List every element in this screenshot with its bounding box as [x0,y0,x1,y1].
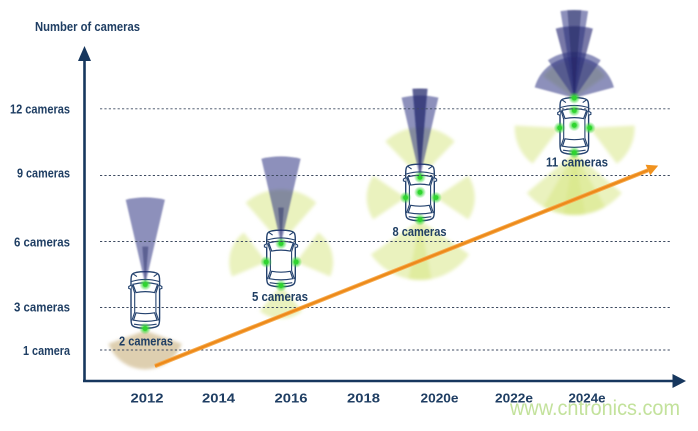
svg-text:2022e: 2022e [495,392,533,406]
svg-text:2020e: 2020e [421,392,459,406]
svg-text:Number of cameras: Number of cameras [35,20,140,34]
svg-text:6 cameras: 6 cameras [14,236,70,250]
svg-text:9 cameras: 9 cameras [17,167,70,181]
svg-text:12 cameras: 12 cameras [10,103,70,117]
svg-text:2014: 2014 [202,392,235,406]
svg-text:1 camera: 1 camera [23,344,71,358]
svg-text:8 cameras: 8 cameras [393,225,447,239]
svg-text:2012: 2012 [131,392,164,406]
svg-text:3 cameras: 3 cameras [14,301,70,315]
svg-text:2 cameras: 2 cameras [119,335,173,349]
svg-text:5 cameras: 5 cameras [252,290,308,304]
svg-text:2024e: 2024e [569,392,606,406]
svg-text:11 cameras: 11 cameras [546,156,608,170]
svg-text:2016: 2016 [275,392,308,406]
svg-text:2018: 2018 [347,392,380,406]
svg-text:www.cntronics.com: www.cntronics.com [509,397,680,420]
